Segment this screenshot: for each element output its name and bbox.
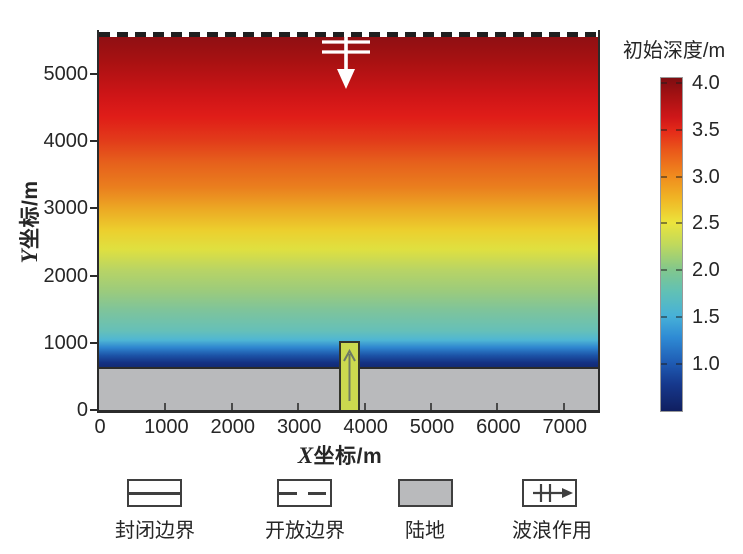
colorbar-tick-label: 1.5 <box>692 306 720 329</box>
legend-symbol-open-boundary <box>277 479 333 507</box>
y-tick-mark <box>90 73 97 75</box>
closed-boundary-line-icon <box>129 492 180 495</box>
colorbar-tick-label: 2.5 <box>692 212 720 235</box>
x-tick-mark <box>363 403 366 410</box>
colorbar-tick-label: 4.0 <box>692 72 720 94</box>
y-axis-title-rest: 坐标/m <box>19 180 42 249</box>
x-tick-label: 6000 <box>476 416 521 438</box>
colorbar-tick-mark <box>676 128 682 131</box>
colorbar-tick-mark <box>676 269 682 272</box>
y-tick-label: 0 <box>76 399 88 421</box>
x-axis-title-rest: 坐标/m <box>313 445 383 468</box>
legend-label-wave-action: 波浪作用 <box>512 520 592 542</box>
x-tick-label: 2000 <box>210 416 256 438</box>
x-tick-mark <box>297 403 300 410</box>
channel-inlet <box>339 341 360 410</box>
y-tick-label: 5000 <box>43 63 89 85</box>
x-tick-label: 7000 <box>542 416 588 438</box>
colorbar-tick-label: 2.0 <box>692 259 720 282</box>
plot-border-left <box>96 30 99 412</box>
y-tick-mark <box>90 409 97 411</box>
colorbar-tick-mark <box>661 222 667 225</box>
plot-area <box>99 32 598 410</box>
plot-border-bottom <box>96 410 600 413</box>
legend-symbol-closed-boundary <box>127 479 182 507</box>
plot-border-right <box>597 30 600 412</box>
colorbar-tick-mark <box>676 222 682 225</box>
y-tick-mark <box>90 341 97 344</box>
x-tick-mark <box>496 403 499 410</box>
y-tick-label: 4000 <box>43 130 89 153</box>
x-tick-label: 4000 <box>343 416 388 438</box>
y-tick-mark <box>90 207 97 210</box>
y-axis-variable: Y <box>17 248 42 264</box>
colorbar-tick-mark <box>661 82 667 84</box>
x-axis-title: X坐标/m <box>250 440 430 470</box>
x-tick-mark <box>164 403 167 410</box>
wave-arrow-icon <box>533 484 573 502</box>
colorbar-tick-label: 1.0 <box>692 352 720 375</box>
y-tick-label: 2000 <box>43 264 89 287</box>
colorbar-tick-mark <box>661 316 667 319</box>
legend-label-closed-boundary: 封闭边界 <box>115 520 195 542</box>
colorbar <box>660 77 683 412</box>
colorbar-tick-mark <box>661 128 667 131</box>
colorbar-tick-mark <box>661 269 667 272</box>
legend-symbol-land <box>398 479 453 507</box>
y-axis-title: Y坐标/m <box>16 132 44 312</box>
x-tick-label: 3000 <box>276 416 322 438</box>
channel-flow-arrow-icon <box>343 348 356 401</box>
y-tick-label: 1000 <box>43 331 89 354</box>
colorbar-tick-mark <box>676 362 682 365</box>
x-tick-mark <box>230 403 233 410</box>
wave-action-icon <box>322 33 370 89</box>
y-tick-mark <box>90 140 97 143</box>
colorbar-title: 初始深度/m <box>622 40 726 62</box>
x-tick-label: 1000 <box>144 416 189 438</box>
legend-label-land: 陆地 <box>405 520 445 542</box>
x-tick-mark <box>562 403 565 410</box>
colorbar-tick-mark <box>676 82 682 84</box>
y-tick-label: 3000 <box>43 197 89 220</box>
x-tick-label: 5000 <box>409 416 455 438</box>
legend-symbol-wave-action <box>522 479 577 507</box>
open-boundary-dashed-line <box>99 32 598 37</box>
colorbar-tick-mark <box>676 175 682 178</box>
x-tick-label: 0 <box>94 416 106 438</box>
x-axis-variable: X <box>297 443 314 468</box>
colorbar-tick-mark <box>676 316 682 319</box>
colorbar-tick-label: 3.0 <box>692 165 720 188</box>
colorbar-tick-mark <box>661 175 667 178</box>
colorbar-tick-mark <box>661 362 667 365</box>
x-tick-mark <box>430 403 432 410</box>
legend-label-open-boundary: 开放边界 <box>265 520 345 542</box>
open-boundary-dash-icon <box>279 492 333 495</box>
colorbar-tick-label: 3.5 <box>692 118 720 141</box>
y-tick-mark <box>90 274 97 277</box>
